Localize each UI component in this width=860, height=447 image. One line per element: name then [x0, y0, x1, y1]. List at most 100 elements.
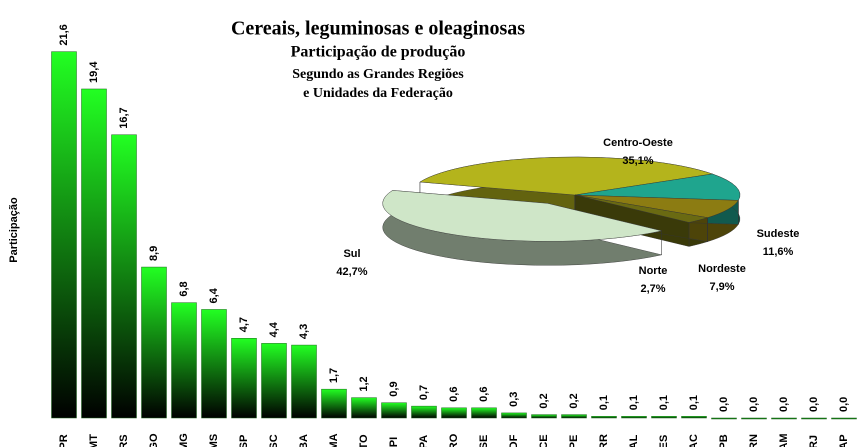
data-label: 6,8: [178, 281, 190, 296]
x-tick-label: AP: [838, 434, 850, 447]
x-tick-label: MG: [178, 433, 190, 447]
data-label: 0,2: [538, 393, 550, 408]
x-tick-label: RN: [748, 434, 760, 447]
bar: [741, 417, 767, 420]
x-tick-label: MT: [88, 434, 100, 447]
bar: [381, 402, 407, 419]
bar: [411, 405, 437, 419]
pie-label: Centro-Oeste: [603, 137, 673, 149]
bar: [771, 417, 797, 420]
x-tick-label: PR: [58, 434, 70, 447]
bar: [801, 417, 827, 420]
data-label: 0,6: [448, 387, 460, 402]
chart-subtitle: Segundo as Grandes Regiões: [292, 67, 464, 82]
bar: [231, 338, 257, 419]
bar: [471, 407, 497, 419]
bar: [831, 417, 857, 420]
bar: [291, 344, 317, 419]
pie-label: Sudeste: [757, 228, 800, 240]
pie-slice: [419, 156, 713, 196]
x-tick-label: RR: [598, 434, 610, 447]
bar: [111, 134, 137, 419]
x-tick-label: AC: [688, 434, 700, 447]
data-label: 0,1: [598, 395, 610, 410]
x-tick-label: PE: [568, 435, 580, 447]
x-tick-label: RO: [448, 433, 460, 447]
data-label: 4,3: [298, 324, 310, 339]
data-label: 16,7: [118, 107, 130, 128]
data-label: 19,4: [88, 61, 100, 83]
bar: [141, 266, 167, 419]
bar: [201, 309, 227, 419]
pie-label: Norte: [639, 265, 668, 277]
x-tick-label: CE: [538, 434, 550, 447]
bar: [591, 416, 617, 419]
pie-value-label: 11,6%: [763, 246, 794, 258]
data-label: 0,0: [718, 397, 730, 412]
x-tick-label: MS: [208, 434, 220, 447]
data-label: 0,0: [808, 397, 820, 412]
pie-slice: [382, 190, 662, 242]
bar: [501, 412, 527, 419]
bar: [681, 416, 707, 419]
pie-value-label: 42,7%: [336, 266, 367, 278]
x-tick-label: ES: [658, 435, 670, 447]
data-label: 1,2: [358, 376, 370, 391]
bar: [711, 417, 737, 420]
pie-value-label: 35,1%: [622, 155, 653, 167]
pie-label: Nordeste: [698, 263, 746, 275]
bar: [621, 416, 647, 419]
x-tick-label: AL: [628, 434, 640, 447]
bar: [171, 302, 197, 419]
chart-subtitle: Participação de produção: [291, 44, 466, 61]
bar: [51, 51, 77, 419]
data-label: 0,7: [418, 385, 430, 400]
pie-value-label: 7,9%: [709, 281, 734, 293]
data-label: 4,4: [268, 321, 280, 337]
pie-slice: [574, 173, 741, 201]
data-label: 21,6: [58, 24, 70, 45]
data-label: 0,1: [628, 395, 640, 410]
data-label: 0,3: [508, 392, 520, 407]
pie-value-label: 2,7%: [640, 283, 665, 295]
chart-title: Cereais, leguminosas e oleaginosas: [231, 18, 525, 40]
data-label: 0,1: [688, 395, 700, 410]
x-tick-label: PI: [388, 437, 400, 447]
bar: [441, 407, 467, 419]
bar: [81, 88, 107, 419]
data-label: 0,2: [568, 393, 580, 408]
x-tick-label: DF: [508, 434, 520, 447]
pie-slice: [574, 194, 708, 223]
y-axis-label: Participação: [8, 197, 20, 263]
x-tick-label: TO: [358, 434, 370, 447]
x-tick-label: AM: [778, 433, 790, 447]
bar: [561, 414, 587, 419]
bar: [531, 414, 557, 419]
pie-slice: [574, 194, 739, 218]
data-label: 0,1: [658, 395, 670, 410]
data-label: 0,9: [388, 381, 400, 396]
x-tick-label: GO: [148, 433, 160, 447]
x-tick-label: RS: [118, 434, 130, 447]
bar: [261, 343, 287, 419]
data-label: 1,7: [328, 368, 340, 383]
data-label: 0,0: [838, 397, 850, 412]
data-label: 0,0: [778, 397, 790, 412]
data-label: 8,9: [148, 246, 160, 261]
chart-subtitle: e Unidades da Federação: [303, 86, 453, 101]
x-tick-label: SP: [238, 435, 250, 447]
bar: [351, 397, 377, 419]
x-tick-label: SC: [268, 434, 280, 447]
x-tick-label: SE: [478, 435, 490, 447]
x-tick-label: PA: [418, 435, 430, 447]
data-label: 6,4: [208, 287, 220, 303]
pie-label: Sul: [343, 248, 360, 260]
x-tick-label: PB: [718, 434, 730, 447]
x-tick-label: MA: [328, 433, 340, 447]
data-label: 4,7: [238, 317, 250, 332]
bar: [321, 388, 347, 419]
bar: [651, 416, 677, 419]
x-tick-label: BA: [298, 434, 310, 447]
data-label: 0,0: [748, 397, 760, 412]
